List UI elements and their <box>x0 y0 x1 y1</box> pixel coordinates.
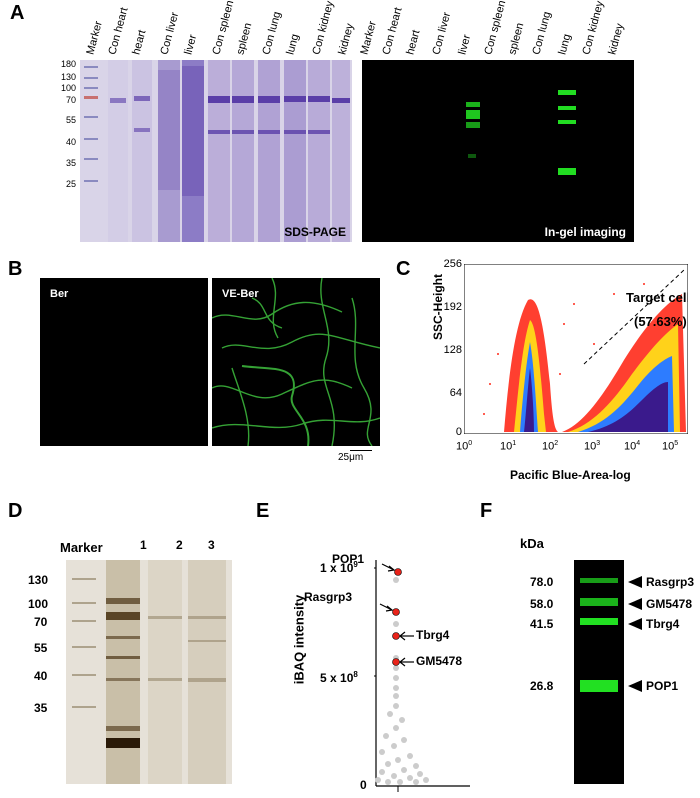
scale-bar <box>350 450 372 451</box>
lane-label: heart <box>404 28 423 56</box>
arrow-icon <box>628 598 642 610</box>
silver-mw: 35 <box>34 701 48 715</box>
silver-mw: 55 <box>34 641 48 655</box>
lane-label: Con spleen <box>210 0 237 57</box>
fluor-mw: 78.0 <box>530 575 554 589</box>
protein-label-pop1: POP1 <box>332 552 365 566</box>
lane-label: Con liver <box>430 10 454 56</box>
silver-mw: 130 <box>28 573 49 587</box>
ibaq-ytick: 5 x 108 <box>320 670 358 685</box>
ber-label: Ber <box>50 288 69 300</box>
lane-label: kidney <box>336 22 357 56</box>
lane-label: Con kidney <box>580 0 607 57</box>
fluor-arrows <box>628 576 642 692</box>
silver-lane-label: 3 <box>208 538 215 552</box>
mw-label: 35 <box>65 158 76 168</box>
sds-page-gel: SDS-PAGE <box>80 60 352 242</box>
lane-label: heart <box>130 28 149 56</box>
gate-percentage: (57.63%) <box>634 314 687 329</box>
fluor-protein: Rasgrp3 <box>646 575 695 589</box>
lane-label: Marker <box>84 19 105 56</box>
mw-label: 25 <box>65 179 76 189</box>
lane-label: spleen <box>234 21 255 56</box>
flow-ytick: 0 <box>455 426 462 438</box>
flow-xtick: 104 <box>624 440 641 453</box>
lane-label: Con spleen <box>482 0 509 57</box>
fluorescent-gel <box>574 560 624 784</box>
flow-xtick: 105 <box>662 440 679 453</box>
arrow-icon <box>628 576 642 588</box>
panel-label-d: D <box>8 500 23 522</box>
protein-label-gm5478: GM5478 <box>416 654 463 668</box>
sds-page-label: SDS-PAGE <box>284 225 346 239</box>
protein-label-tbrg4: Tbrg4 <box>416 628 450 642</box>
ibaq-ytick: 1 x 109 <box>320 560 358 575</box>
in-gel-imaging: In-gel imaging <box>362 60 634 242</box>
protein-label-rasgrp3: Rasgrp3 <box>304 590 353 604</box>
in-gel-label: In-gel imaging <box>545 225 626 239</box>
fluor-protein: GM5478 <box>646 597 693 611</box>
lane-label: Con liver <box>158 10 182 56</box>
silver-mw: 40 <box>34 669 48 683</box>
ibaq-scatter-plot <box>374 560 470 792</box>
gate-label: Target cells <box>626 290 688 305</box>
fluor-mw: 41.5 <box>530 617 554 631</box>
lane-label: spleen <box>506 21 527 56</box>
flow-ytick: 128 <box>443 344 462 356</box>
fluor-protein: POP1 <box>646 679 679 693</box>
silver-stain-gel <box>66 560 232 784</box>
mw-label: 130 <box>60 72 76 82</box>
panel-label-f: F <box>480 500 493 522</box>
flow-ytick: 64 <box>449 387 462 399</box>
flow-ytick: 256 <box>443 258 462 270</box>
panel-label-c: C <box>396 258 411 280</box>
panel-label-a: A <box>10 2 25 24</box>
scale-bar-label: 25μm <box>338 452 364 463</box>
mw-label: 180 <box>60 59 76 69</box>
lane-label: liver <box>182 33 200 56</box>
silver-marker-label: Marker <box>60 540 103 555</box>
lane-label: liver <box>456 33 474 56</box>
mw-label: 55 <box>65 115 76 125</box>
fluor-mw: 26.8 <box>530 679 554 693</box>
arrow-icon <box>628 618 642 630</box>
mw-label: 100 <box>60 83 76 93</box>
mw-label: 70 <box>65 95 76 105</box>
vessel-network <box>212 278 380 446</box>
arrow-icon <box>628 680 642 692</box>
flow-xtick: 102 <box>542 440 559 453</box>
lane-label: lung <box>556 32 574 56</box>
lane-label: lung <box>284 32 302 56</box>
flow-xtick: 101 <box>500 440 517 453</box>
flow-ytick: 192 <box>443 301 462 313</box>
fluor-mw: 58.0 <box>530 597 554 611</box>
lane-label: Con lung <box>530 10 554 57</box>
panel-label-b: B <box>8 258 23 280</box>
silver-lane-label: 2 <box>176 538 183 552</box>
mw-label: 40 <box>65 137 76 147</box>
ve-ber-label: VE-Ber <box>222 288 259 300</box>
flow-cytometry-plot: Target cells (57.63%) <box>464 264 688 434</box>
ibaq-ytick: 0 <box>360 778 367 792</box>
ve-ber-image: VE-Ber <box>212 278 380 446</box>
flow-xtick: 103 <box>584 440 601 453</box>
lane-label: Con lung <box>260 10 284 57</box>
silver-mw: 100 <box>28 597 49 611</box>
flow-xtick: 100 <box>456 440 473 453</box>
lane-label: kidney <box>606 22 627 56</box>
panel-label-e: E <box>256 500 270 522</box>
lane-label: Con heart <box>380 6 405 57</box>
flow-xlabel: Pacific Blue-Area-log <box>510 468 631 482</box>
kda-unit: kDa <box>520 536 544 551</box>
ber-image: Ber <box>40 278 208 446</box>
silver-mw: 70 <box>34 615 48 629</box>
lane-label: Marker <box>358 19 379 56</box>
silver-lane-label: 1 <box>140 538 147 552</box>
lane-label: Con heart <box>106 6 131 57</box>
lane-label: Con kidney <box>310 0 337 57</box>
fluor-protein: Tbrg4 <box>646 617 680 631</box>
